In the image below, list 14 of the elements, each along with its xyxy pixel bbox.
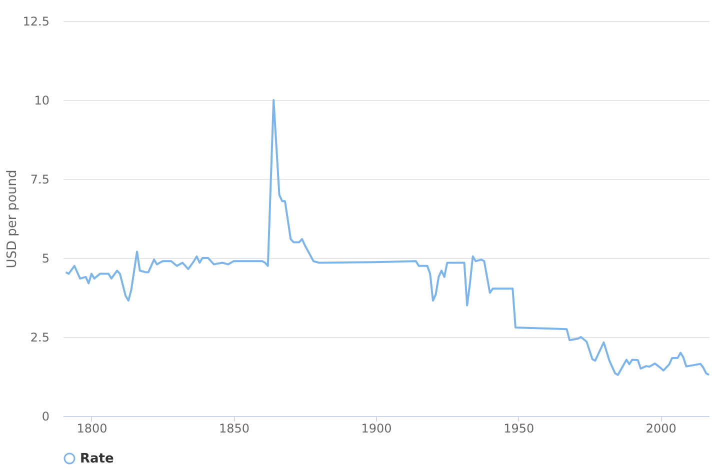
legend-label: Rate [80, 452, 114, 466]
y-tick-label: 0 [42, 410, 50, 424]
x-tick-label: 2000 [646, 422, 676, 436]
x-tick-label: 1850 [218, 422, 250, 436]
y-tick-label: 10 [34, 94, 50, 108]
x-tick-label: 1800 [76, 422, 108, 436]
y-tick-label: 2.5 [30, 330, 50, 344]
y-tick-label: 12.5 [22, 14, 50, 28]
y-tick-label: 5 [42, 252, 50, 266]
line-series [64, 99, 710, 376]
y-axis-title: USD per pound [4, 170, 20, 268]
x-tick-label: 1950 [504, 422, 534, 436]
x-tick-label: 1900 [361, 422, 392, 436]
y-tick-label: 7.5 [30, 172, 50, 186]
